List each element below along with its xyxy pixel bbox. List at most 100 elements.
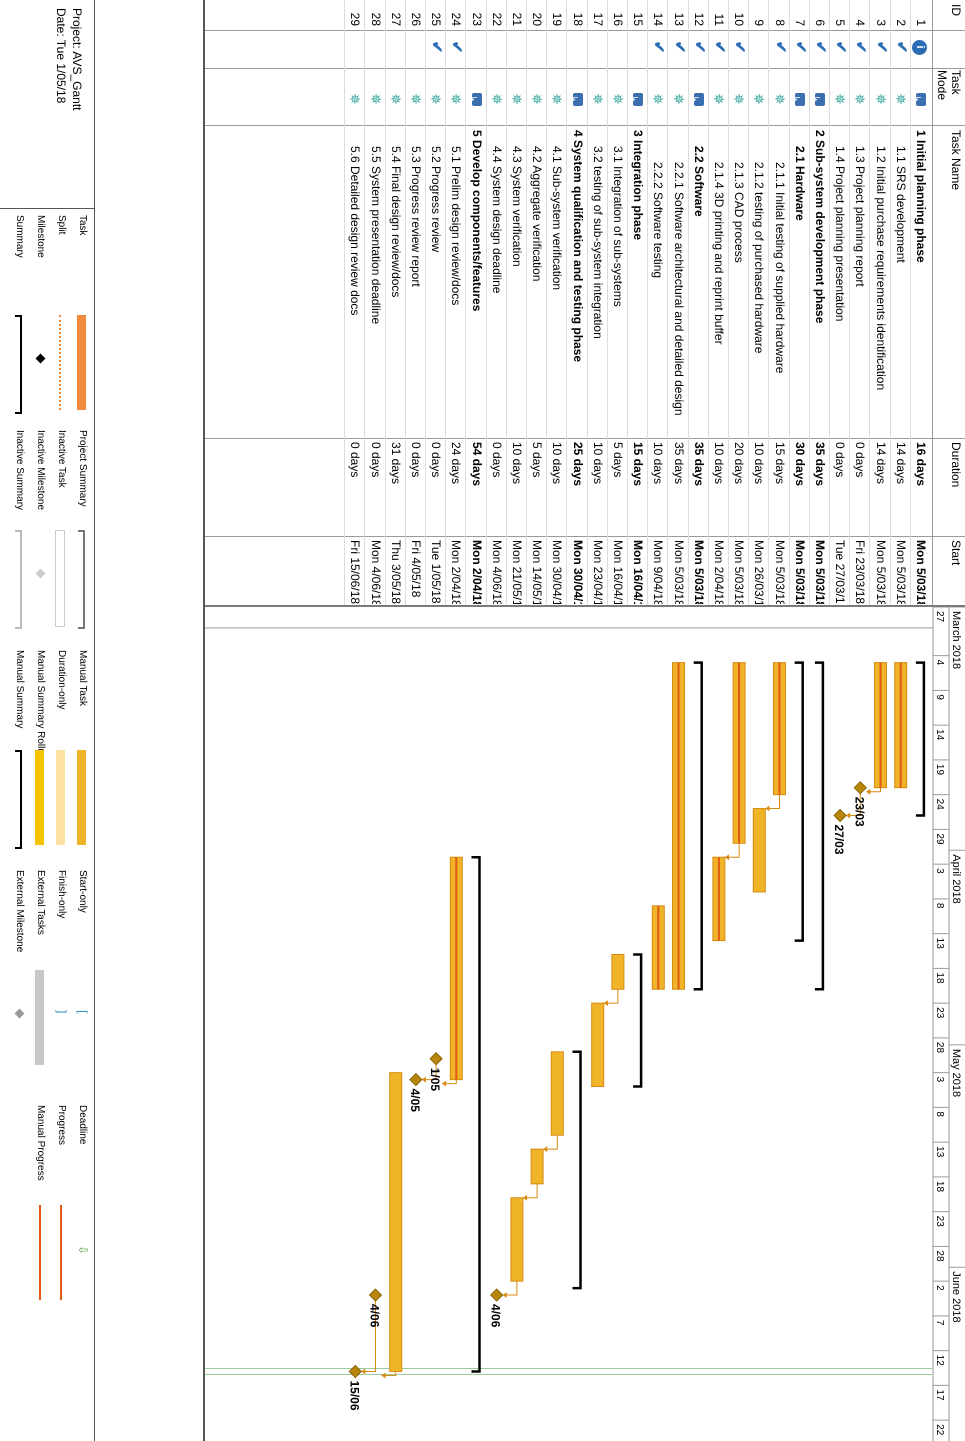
task-duration[interactable]: 0 days	[368, 442, 383, 478]
table-row[interactable]: 10 ✔ ✵ 2.1.3 CAD process 20 days Mon 5/03/18	[728, 0, 750, 605]
table-row[interactable]: 19 ✵ 4.1 Sub-system verification 10 days Mon…	[546, 0, 568, 605]
task-name[interactable]: 2.1 Hardware	[792, 146, 807, 221]
task-name[interactable]: 4.1 Sub-system verification	[550, 146, 565, 291]
task-name[interactable]: 5.3 Progress review report	[409, 146, 423, 287]
task-start[interactable]: Tue 1/05/18	[429, 540, 444, 604]
task-name[interactable]: 3.2 testing of sub-system integration	[590, 146, 605, 339]
task-start[interactable]: Mon 9/04/18	[651, 540, 666, 604]
milestone-diamond[interactable]	[348, 1364, 363, 1379]
task-name[interactable]: 3 Integration phase	[631, 130, 646, 241]
table-row[interactable]: 25 ✔ ✵ 5.2 Progress review 0 days Tue 1/05/18	[425, 0, 447, 605]
task-start[interactable]: Mon 2/04/18	[469, 540, 484, 604]
task-name[interactable]: 2.2.2 Software testing	[651, 162, 666, 279]
task-name[interactable]: 2.1.3 CAD process	[732, 162, 747, 263]
task-name[interactable]: 4 System qualification and testing phase	[570, 130, 585, 363]
task-start[interactable]: Mon 5/03/18	[691, 540, 706, 604]
task-duration[interactable]: 14 days	[893, 442, 908, 485]
milestone-diamond[interactable]	[833, 808, 847, 823]
table-row[interactable]: 21 ✵ 4.3 System verification 10 days Mon 21/…	[505, 0, 527, 605]
table-row[interactable]: 9 ✵ 2.1.2 testing of purchased hardware 10 …	[748, 0, 770, 605]
task-start[interactable]: Mon 16/04/1	[611, 540, 625, 604]
manual-task-bar[interactable]	[530, 1148, 544, 1185]
task-duration[interactable]: 15 days	[772, 442, 787, 485]
manual-task-bar[interactable]	[550, 1051, 564, 1136]
task-start[interactable]: Mon 5/03/18	[813, 540, 827, 604]
task-duration[interactable]: 30 days	[792, 442, 807, 487]
task-name[interactable]: 5 Develop components/features	[469, 130, 484, 312]
table-row[interactable]: 7 ✔ ↳ 2.1 Hardware 30 days Mon 5/03/18	[788, 0, 810, 605]
task-duration[interactable]: 0 days	[833, 442, 848, 478]
table-row[interactable]: 11 ✔ ✵ 2.1.4 3D printing and reprint buffer…	[707, 0, 729, 605]
task-start[interactable]: Thu 3/05/18	[388, 540, 403, 604]
manual-task-bar[interactable]	[752, 808, 766, 893]
table-row[interactable]: 16 ✵ 3.1 Integration of sub-systems 5 days M…	[606, 0, 628, 605]
task-name[interactable]: 2.1.2 testing of purchased hardware	[752, 162, 767, 354]
table-row[interactable]: 12 ✔ ↳ 2.2 Software 35 days Mon 5/03/18	[687, 0, 709, 605]
task-duration[interactable]: 54 days	[469, 442, 484, 487]
table-row[interactable]: 24 ✔ ✵ 5.1 Prelim design review/docs 24 days…	[445, 0, 467, 605]
task-start[interactable]: Mon 5/03/18	[873, 540, 888, 604]
task-name[interactable]: 5.2 Progress review	[429, 146, 444, 253]
task-name[interactable]: 1 Initial planning phase	[914, 130, 928, 263]
manual-task-bar[interactable]	[389, 1072, 403, 1372]
task-duration[interactable]: 10 days	[510, 442, 524, 485]
column-header-mode[interactable]: Task Mode	[935, 70, 963, 101]
task-duration[interactable]: 10 days	[712, 442, 726, 485]
task-duration[interactable]: 10 days	[550, 442, 565, 485]
column-header-id[interactable]: ID	[949, 4, 963, 16]
task-start[interactable]: Mon 5/03/18	[893, 540, 908, 604]
task-name[interactable]: 2 Sub-system development phase	[813, 130, 827, 324]
task-start[interactable]: Mon 5/03/18	[792, 540, 807, 604]
task-duration[interactable]: 5 days	[611, 442, 625, 478]
table-row[interactable]: 1 i ↳ 1 Initial planning phase 16 days Mon 5/…	[909, 0, 931, 605]
task-name[interactable]: 5.6 Detailed design review docs	[348, 146, 363, 316]
task-name[interactable]: 4.4 System design deadline	[489, 146, 504, 294]
task-name[interactable]: 1.2 Initial purchase requirements identi…	[873, 146, 888, 391]
task-start[interactable]: Mon 4/06/18	[368, 540, 383, 604]
table-row[interactable]: 13 ✔ ✵ 2.2.1 Software architectural and det…	[667, 0, 689, 605]
task-name[interactable]: 1.3 Project planning report	[853, 146, 868, 287]
table-row[interactable]: 17 ✵ 3.2 testing of sub-system integration…	[586, 0, 608, 605]
table-row[interactable]: 8 ✔ ✵ 2.1.1 Initial testing of supplied har…	[768, 0, 790, 605]
task-name[interactable]: 4.3 System verification	[510, 146, 524, 267]
milestone-diamond[interactable]	[853, 780, 868, 795]
task-name[interactable]: 2.1.4 3D printing and reprint buffer	[712, 162, 726, 345]
task-duration[interactable]: 35 days	[691, 442, 706, 487]
task-start[interactable]: Mon 16/04/1	[631, 540, 646, 604]
table-row[interactable]: 2 ✔ ✵ 1.1 SRS development 14 days Mon 5/03/18	[889, 0, 911, 605]
task-name[interactable]: 1.1 SRS development	[893, 146, 908, 263]
task-duration[interactable]: 15 days	[631, 442, 646, 487]
task-duration[interactable]: 14 days	[873, 442, 888, 485]
milestone-diamond[interactable]	[489, 1288, 504, 1302]
task-name[interactable]: 1.4 Project planning presentation	[833, 146, 848, 322]
task-duration[interactable]: 10 days	[651, 442, 666, 485]
table-row[interactable]: 29 ✵ 5.6 Detailed design review docs 0 days…	[344, 0, 366, 605]
task-duration[interactable]: 16 days	[914, 442, 928, 487]
summary-bar[interactable]	[572, 1050, 582, 1290]
task-name[interactable]: 5.5 System presentation deadline	[368, 146, 383, 325]
table-row[interactable]: 27 ✵ 5.4 Final design review/docs 31 days Th…	[384, 0, 406, 605]
task-name[interactable]: 3.1 Integration of sub-systems	[611, 146, 625, 307]
task-start[interactable]: Mon 4/06/18	[489, 540, 504, 604]
milestone-diamond[interactable]	[429, 1052, 443, 1066]
task-start[interactable]: Fri 4/05/18	[409, 540, 423, 598]
task-duration[interactable]: 35 days	[813, 442, 827, 487]
task-duration[interactable]: 10 days	[752, 442, 767, 485]
task-name[interactable]: 2.1.1 Initial testing of supplied hardwa…	[772, 162, 787, 374]
milestone-diamond[interactable]	[409, 1072, 423, 1087]
task-name[interactable]: 5.1 Prelim design review/docs	[449, 146, 464, 306]
table-row[interactable]: 3 ✔ ✵ 1.2 Initial purchase requirements ide…	[869, 0, 891, 605]
summary-bar[interactable]	[814, 661, 825, 991]
table-row[interactable]: 18 ↳ 4 System qualification and testing ph…	[566, 0, 588, 605]
task-name[interactable]: 4.2 Aggregate verification	[530, 146, 545, 282]
table-row[interactable]: 20 ✵ 4.2 Aggregate verification 5 days Mon 1…	[526, 0, 548, 605]
task-start[interactable]: Mon 5/03/18	[671, 540, 686, 604]
task-duration[interactable]: 0 days	[409, 442, 423, 478]
task-duration[interactable]: 0 days	[853, 442, 868, 478]
task-start[interactable]: Tue 27/03/18	[833, 540, 848, 604]
task-duration[interactable]: 0 days	[429, 442, 444, 478]
task-start[interactable]: Mon 21/05/1	[510, 540, 524, 604]
table-row[interactable]: 14 ✔ ✵ 2.2.2 Software testing 10 days Mon 9/0…	[647, 0, 669, 605]
task-duration[interactable]: 20 days	[732, 442, 747, 485]
task-duration[interactable]: 5 days	[530, 442, 545, 478]
